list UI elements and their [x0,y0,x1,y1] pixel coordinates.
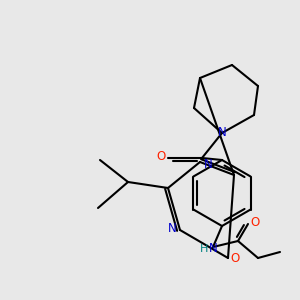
Text: O: O [156,151,166,164]
Text: N: N [168,221,176,235]
Text: N: N [208,242,217,256]
Text: N: N [218,125,226,139]
Text: N: N [204,158,212,170]
Text: O: O [250,217,260,230]
Text: O: O [230,251,240,265]
Text: H: H [200,244,208,254]
